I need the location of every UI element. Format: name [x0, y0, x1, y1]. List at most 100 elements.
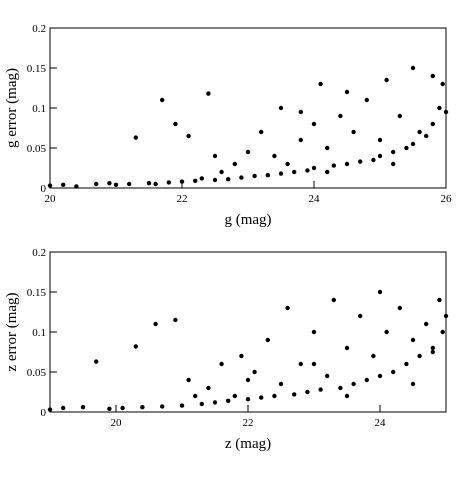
point	[199, 176, 204, 181]
point	[311, 329, 317, 335]
point	[298, 361, 303, 367]
point	[364, 97, 369, 103]
point	[47, 407, 53, 412]
point	[278, 381, 284, 387]
point	[113, 182, 119, 187]
point	[265, 173, 270, 178]
point	[410, 65, 416, 71]
point	[219, 361, 224, 367]
point	[391, 369, 396, 375]
x-tick-label: 24	[375, 417, 387, 429]
point	[417, 129, 422, 135]
point	[272, 153, 277, 159]
y-tick-label: 0.1	[32, 327, 46, 339]
point	[292, 392, 297, 397]
point	[278, 105, 284, 111]
x-axis-label: g (mag)	[224, 212, 271, 228]
point	[430, 121, 435, 127]
point	[272, 393, 277, 399]
point	[397, 113, 402, 119]
point	[292, 169, 297, 175]
point	[219, 169, 224, 175]
point	[153, 181, 158, 187]
y-tick-label: 0.2	[32, 247, 46, 259]
point	[232, 393, 237, 399]
point	[285, 161, 290, 167]
point	[371, 353, 376, 359]
point	[311, 361, 317, 367]
point	[305, 389, 310, 395]
point	[430, 345, 435, 351]
point	[377, 153, 383, 159]
point	[245, 149, 251, 155]
point	[252, 173, 257, 179]
point	[212, 177, 218, 183]
point	[259, 129, 264, 135]
y-axis-label: g error (mag)	[4, 68, 20, 148]
point	[107, 406, 112, 411]
y-tick-label: 0	[41, 183, 47, 195]
point	[146, 181, 152, 186]
point	[437, 297, 442, 303]
point	[252, 369, 257, 375]
x-tick-label: 20	[45, 193, 57, 205]
point	[153, 321, 158, 327]
x-tick-label: 22	[243, 417, 254, 429]
point	[120, 405, 125, 411]
point	[410, 337, 416, 343]
point	[186, 377, 191, 383]
point	[440, 329, 445, 335]
point	[61, 182, 66, 187]
point	[199, 401, 204, 407]
point	[318, 387, 323, 392]
point	[186, 133, 191, 139]
point	[443, 313, 449, 319]
point	[331, 297, 336, 303]
point	[311, 121, 317, 127]
point	[160, 97, 165, 103]
y-tick-label: 0.15	[27, 287, 47, 299]
point	[358, 313, 363, 319]
point	[410, 141, 416, 147]
point	[127, 181, 132, 187]
point	[61, 405, 66, 411]
point	[107, 181, 112, 186]
point	[384, 329, 389, 335]
x-axis-label: z (mag)	[225, 436, 271, 452]
point	[344, 161, 350, 167]
point	[239, 353, 244, 359]
point	[133, 344, 138, 349]
x-tick-label: 26	[441, 193, 453, 205]
point	[245, 377, 251, 383]
point	[424, 133, 429, 139]
point	[364, 377, 369, 383]
y-axis-label: z error (mag)	[4, 292, 20, 371]
point	[265, 337, 270, 343]
point	[212, 153, 218, 159]
point	[239, 175, 244, 180]
point	[226, 177, 231, 182]
point	[344, 393, 350, 399]
point	[140, 405, 145, 410]
point	[351, 129, 356, 135]
point	[404, 361, 409, 367]
x-tick-label: 24	[309, 193, 321, 205]
point	[410, 381, 416, 387]
point	[311, 165, 317, 171]
point	[226, 398, 231, 403]
y-tick-label: 0.15	[27, 63, 47, 75]
point	[318, 81, 323, 87]
point	[298, 109, 303, 115]
point	[173, 317, 178, 323]
point	[417, 353, 422, 359]
y-tick-label: 0.05	[27, 143, 47, 155]
point	[377, 289, 383, 295]
point	[377, 137, 383, 143]
point	[430, 349, 435, 355]
point	[344, 89, 350, 95]
point	[298, 137, 303, 143]
plot-frame	[49, 27, 447, 189]
point	[179, 403, 185, 408]
point	[193, 178, 198, 183]
